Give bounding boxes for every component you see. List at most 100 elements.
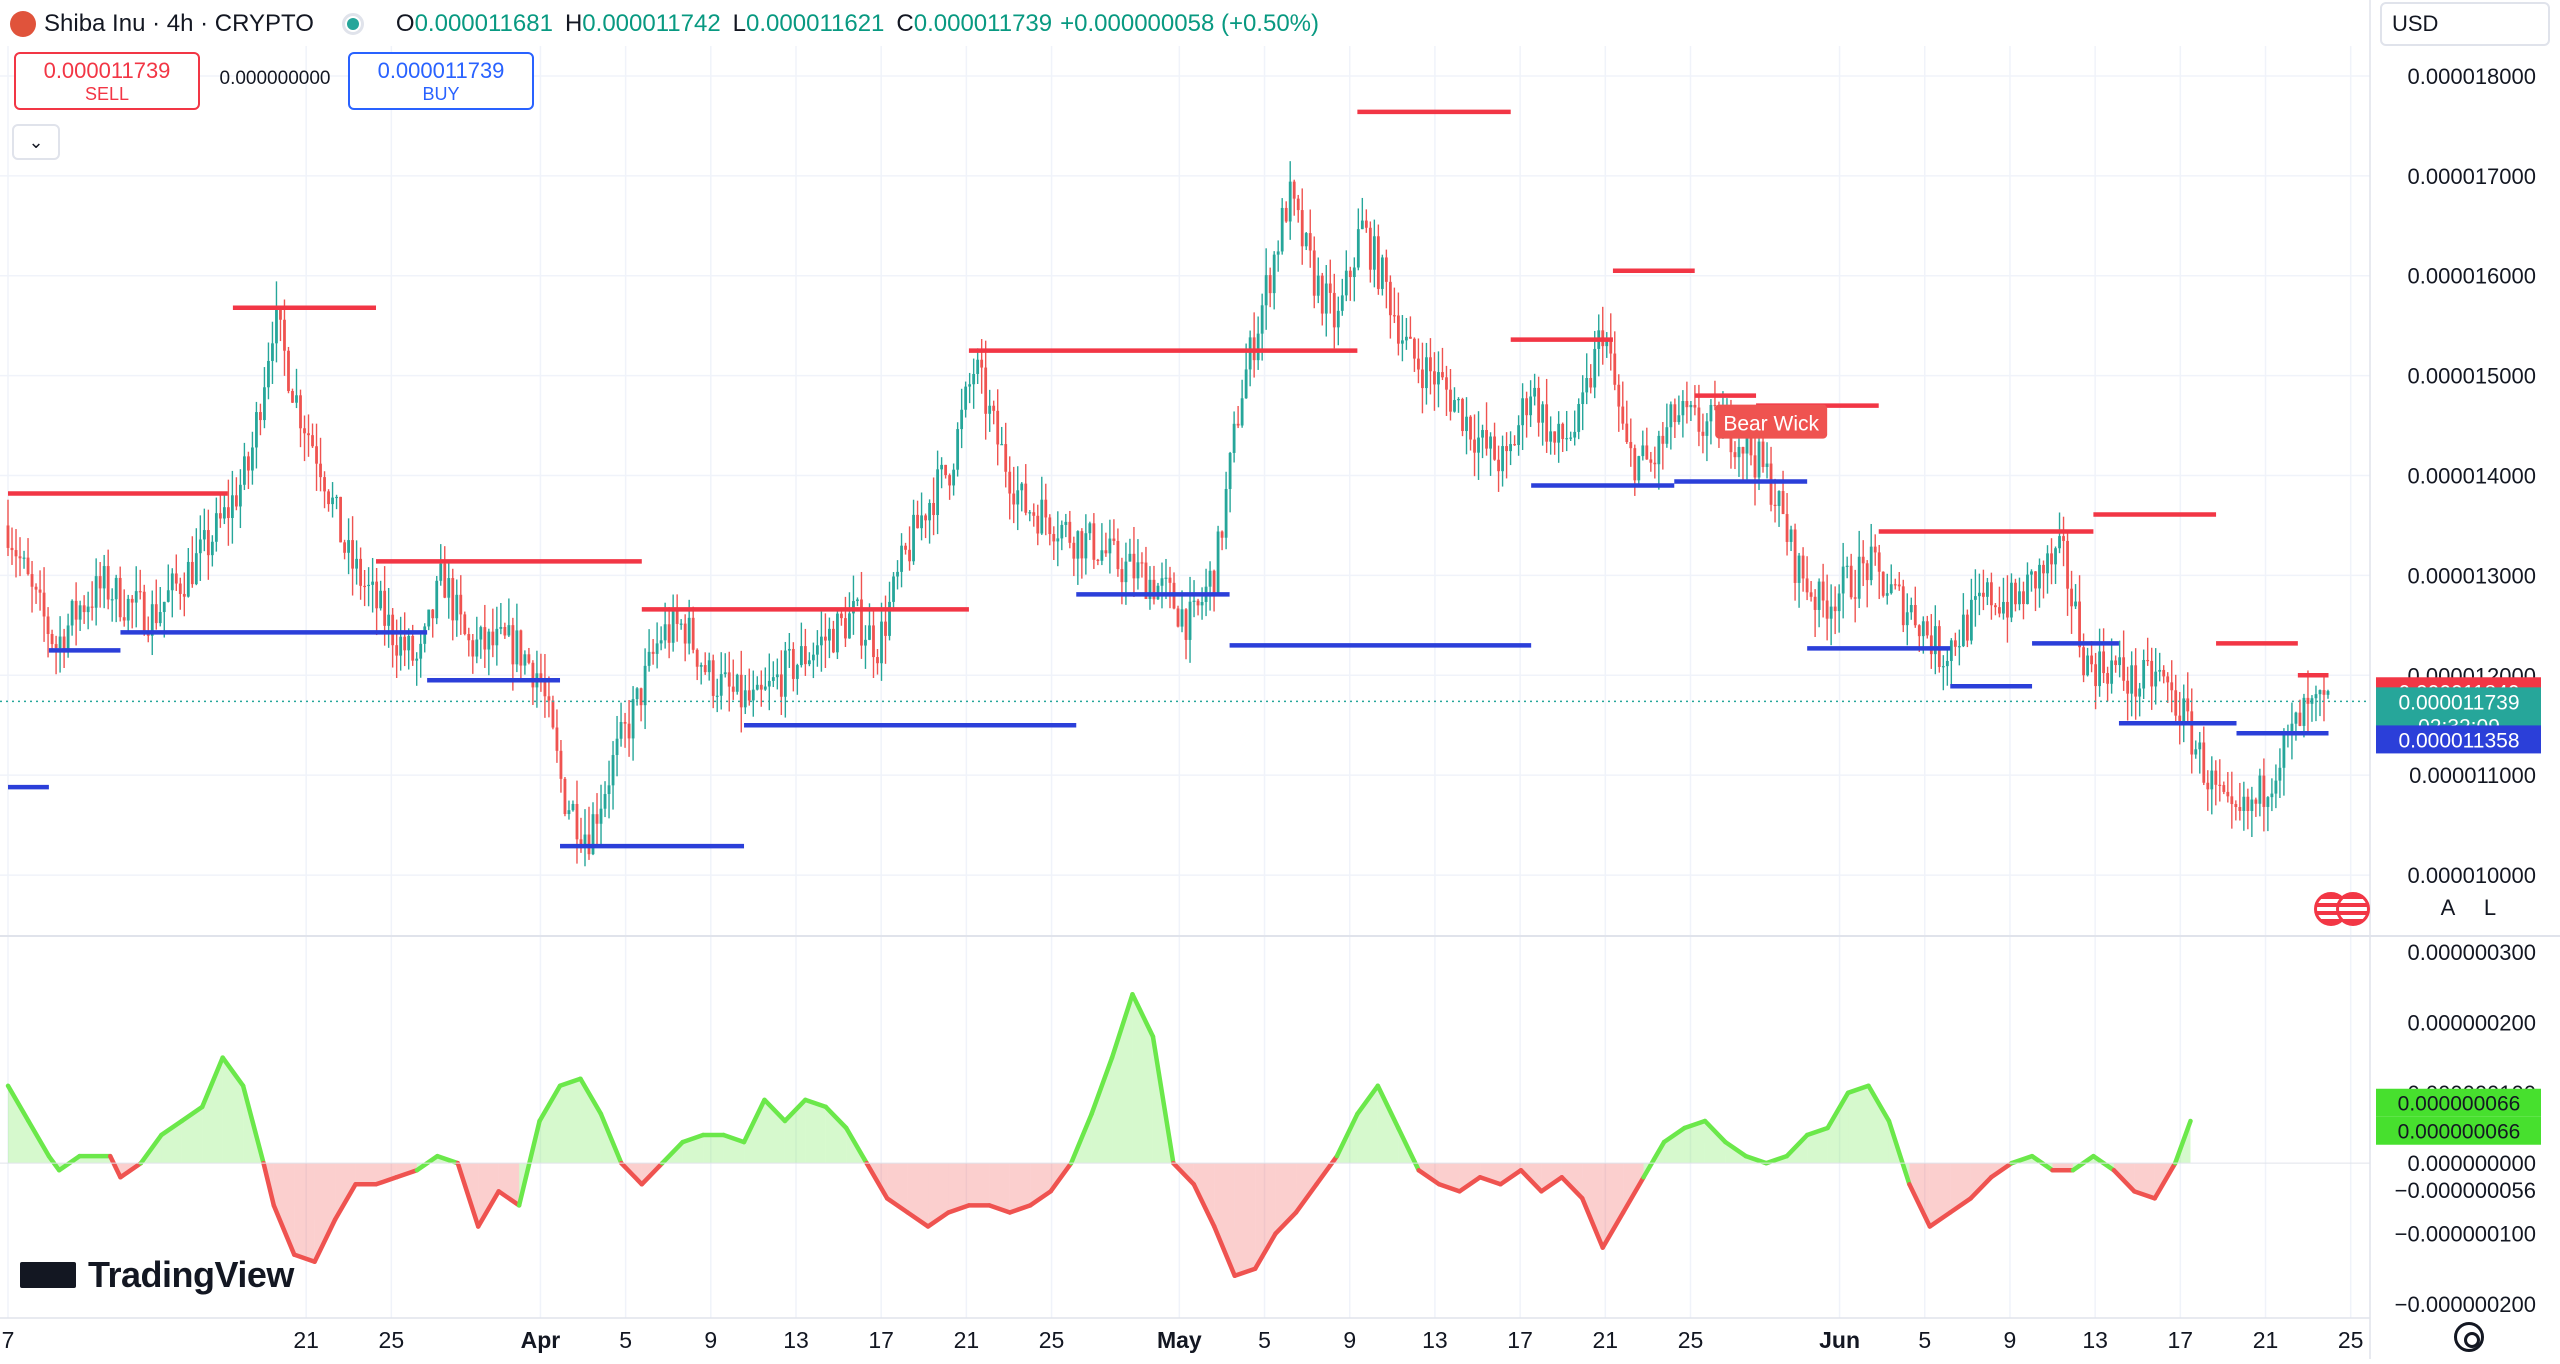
candle-body bbox=[395, 645, 399, 656]
candle-body bbox=[968, 384, 972, 387]
candle-body bbox=[2242, 796, 2246, 811]
candle-body bbox=[2282, 732, 2286, 768]
candle-body bbox=[940, 464, 944, 470]
candle-body bbox=[631, 699, 635, 739]
candle-body bbox=[2214, 770, 2218, 785]
events-icon[interactable] bbox=[2314, 892, 2378, 928]
osc-line-segment bbox=[26, 1118, 52, 1159]
candle-body bbox=[2226, 791, 2230, 797]
candle-body bbox=[134, 591, 138, 603]
osc-line-segment bbox=[721, 1132, 747, 1145]
market-status-icon[interactable] bbox=[341, 13, 364, 35]
candle-body bbox=[1877, 552, 1881, 572]
candle-body bbox=[499, 626, 503, 629]
candle-body bbox=[551, 700, 555, 728]
candle-body bbox=[1925, 621, 1929, 636]
candle-body bbox=[1405, 336, 1408, 341]
candle-body bbox=[1961, 614, 1965, 647]
candle-body bbox=[755, 684, 759, 690]
candle-body bbox=[146, 633, 150, 636]
candle-body bbox=[1220, 531, 1224, 538]
bear-wick-box bbox=[1715, 404, 1828, 439]
collapse-button[interactable]: ⌄ bbox=[12, 124, 60, 160]
candle-body bbox=[303, 428, 306, 434]
high-value: 0.000011742 bbox=[582, 10, 721, 37]
osc-y-tick-label: 0.000000200 bbox=[2408, 1010, 2536, 1035]
candle-body bbox=[174, 573, 178, 584]
log-scale-button[interactable]: L bbox=[2483, 895, 2497, 920]
candle-body bbox=[2118, 657, 2122, 666]
candle-body bbox=[683, 623, 687, 644]
osc-line-segment bbox=[1620, 1175, 1646, 1215]
osc-line-segment bbox=[1723, 1139, 1749, 1159]
candle-body bbox=[531, 662, 535, 688]
candle-body bbox=[22, 557, 26, 559]
osc-current-box bbox=[2376, 1088, 2541, 1117]
candle-body bbox=[1909, 604, 1913, 613]
candle-body bbox=[787, 648, 791, 651]
candle-body bbox=[691, 617, 695, 650]
candle-body bbox=[2318, 690, 2322, 695]
buy-button[interactable]: 0.000011739 BUY bbox=[348, 52, 534, 110]
currency-select[interactable]: USD bbox=[2380, 2, 2550, 46]
candle-body bbox=[455, 594, 459, 621]
auto-scale-button[interactable]: A bbox=[2440, 895, 2456, 920]
open-value: 0.000011681 bbox=[414, 10, 553, 37]
osc-line-segment bbox=[1784, 1132, 1810, 1159]
candle-body bbox=[1240, 398, 1244, 426]
candle-body bbox=[26, 557, 30, 575]
symbol-title[interactable]: Shiba Inu · 4h · CRYPTO bbox=[44, 10, 314, 37]
candle-body bbox=[2014, 582, 2017, 605]
candle-body bbox=[1769, 463, 1773, 505]
candle-body bbox=[1004, 444, 1008, 472]
candle-body bbox=[1272, 254, 1276, 294]
candle-body bbox=[419, 643, 423, 659]
candle-body bbox=[1665, 427, 1669, 444]
candle-body bbox=[2142, 659, 2146, 689]
x-tick-label: 21 bbox=[2253, 1327, 2279, 1353]
candle-body bbox=[443, 563, 447, 598]
candle-body bbox=[1697, 407, 1701, 432]
x-tick-label: Apr bbox=[521, 1327, 561, 1353]
candle-body bbox=[820, 636, 823, 646]
candle-body bbox=[599, 808, 603, 824]
candle-body bbox=[1064, 521, 1068, 525]
candle-body bbox=[6, 525, 10, 548]
candle-body bbox=[1044, 499, 1048, 518]
candle-body bbox=[154, 604, 158, 624]
candle-body bbox=[1949, 640, 1953, 661]
candle-body bbox=[1368, 227, 1372, 270]
candle-body bbox=[459, 594, 463, 615]
candle-body bbox=[2030, 571, 2033, 575]
osc-area-segment bbox=[989, 1163, 1010, 1213]
osc-line-segment bbox=[557, 1076, 583, 1089]
sell-button[interactable]: 0.000011739 SELL bbox=[14, 52, 200, 110]
candle-body bbox=[439, 563, 443, 581]
osc-line-segment bbox=[1559, 1175, 1585, 1201]
candle-body bbox=[739, 674, 743, 708]
osc-line-segment bbox=[905, 1210, 931, 1229]
osc-area-segment bbox=[1827, 1092, 1849, 1164]
candle-body bbox=[1453, 400, 1456, 412]
candle-body bbox=[1885, 593, 1889, 596]
candle-body bbox=[1228, 452, 1232, 489]
candle-body bbox=[519, 630, 523, 666]
candle-body bbox=[639, 688, 643, 706]
osc-line-segment bbox=[1804, 1125, 1830, 1138]
candle-body bbox=[1112, 538, 1116, 541]
candle-body bbox=[832, 628, 835, 653]
tradingview-logo[interactable]: TradingView bbox=[20, 1254, 294, 1296]
candle-body bbox=[916, 514, 919, 529]
candles bbox=[6, 161, 2330, 867]
osc-line-segment bbox=[1539, 1175, 1565, 1194]
candle-body bbox=[972, 373, 976, 385]
candle-body bbox=[10, 547, 14, 551]
candle-body bbox=[651, 651, 655, 654]
candle-body bbox=[783, 650, 787, 697]
x-tick-label: 21 bbox=[293, 1327, 319, 1353]
gear-icon[interactable] bbox=[2454, 1322, 2484, 1352]
osc-line-segment bbox=[261, 1160, 277, 1208]
candle-body bbox=[210, 541, 214, 556]
